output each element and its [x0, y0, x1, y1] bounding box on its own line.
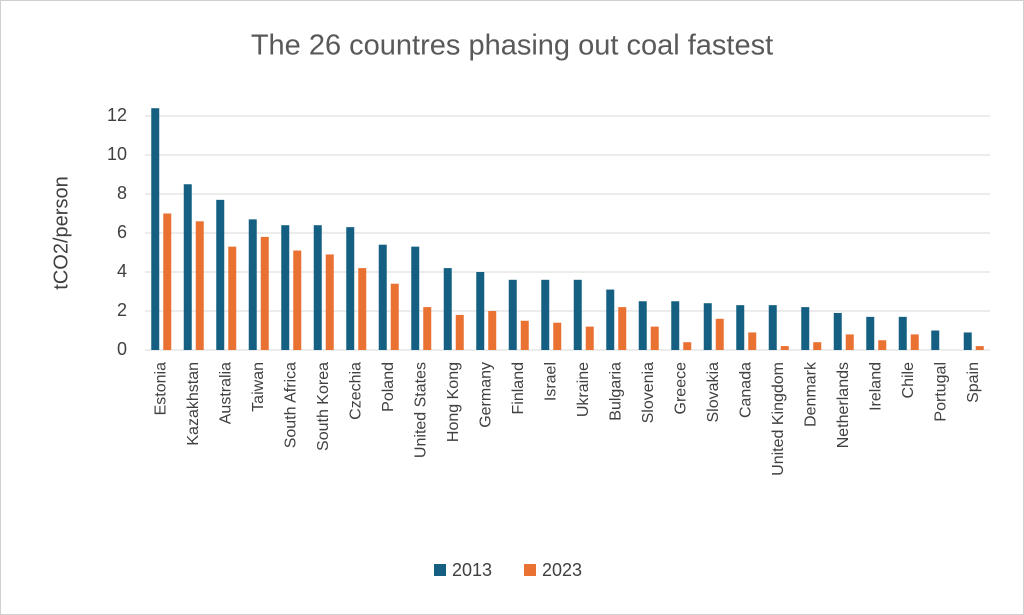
bar	[313, 225, 322, 350]
x-tick-label: Greece	[672, 362, 689, 415]
x-tick-label: Hong Kong	[445, 362, 462, 442]
x-tick-label: Kazakhstan	[185, 362, 202, 446]
bar	[833, 312, 842, 350]
bar	[671, 301, 680, 350]
bar	[975, 346, 984, 350]
bar	[878, 340, 887, 350]
x-tick-label: Ireland	[867, 362, 884, 411]
bar	[281, 225, 290, 350]
bar	[260, 236, 269, 350]
chart-title: The 26 countres phasing out coal fastest	[251, 30, 773, 62]
y-tick-label: 6	[117, 222, 127, 242]
y-tick-label: 8	[117, 183, 127, 203]
x-tick-label: Germany	[477, 362, 494, 428]
y-tick-label: 12	[107, 105, 127, 125]
x-tick-label: Portugal	[932, 362, 949, 422]
bar	[748, 332, 757, 350]
bar	[163, 213, 172, 350]
bar	[151, 108, 160, 350]
bar	[553, 322, 562, 350]
x-tick-label: Estonia	[152, 362, 169, 415]
bar	[963, 332, 972, 350]
bar	[248, 219, 257, 350]
x-tick-label: South Korea	[315, 362, 332, 451]
bar	[768, 305, 777, 350]
bar	[455, 314, 464, 350]
x-tick-label: Slovenia	[640, 362, 657, 423]
bar	[703, 303, 712, 350]
x-tick-label: Netherlands	[835, 362, 852, 448]
bar	[801, 307, 810, 350]
x-tick-label: Slovakia	[705, 362, 722, 423]
bar	[228, 246, 237, 350]
y-tick-label: 4	[117, 261, 127, 281]
bar	[585, 326, 594, 350]
bar	[866, 316, 875, 350]
bar	[216, 199, 225, 350]
bar	[390, 283, 399, 350]
bar	[508, 279, 517, 350]
bar	[736, 305, 745, 350]
bar	[346, 227, 355, 350]
bar	[845, 334, 854, 350]
bar	[443, 268, 452, 350]
bar	[638, 301, 647, 350]
bar	[650, 326, 659, 350]
bar	[606, 289, 615, 350]
legend-swatch	[524, 564, 536, 576]
y-axis-label: tCO2/person	[50, 176, 72, 289]
x-tick-label: Bulgaria	[607, 362, 624, 421]
legend-swatch	[434, 564, 446, 576]
x-tick-label: Ukraine	[575, 362, 592, 417]
bar	[931, 330, 940, 350]
x-tick-label: Taiwan	[250, 362, 267, 412]
x-tick-label: Canada	[737, 362, 754, 418]
bar	[715, 318, 724, 350]
x-tick-label: Chile	[900, 362, 917, 399]
x-tick-label: United Kingdom	[770, 362, 787, 476]
x-tick-label: South Africa	[282, 362, 299, 448]
y-tick-label: 10	[107, 144, 127, 164]
bar	[293, 250, 302, 350]
bar	[325, 254, 334, 350]
bar	[488, 311, 497, 350]
bar	[183, 184, 192, 350]
x-tick-label: Czechia	[347, 362, 364, 420]
bar	[476, 272, 485, 350]
bar	[520, 320, 529, 350]
x-tick-label: Spain	[965, 362, 982, 403]
x-tick-label: Australia	[217, 362, 234, 424]
bar	[780, 346, 789, 350]
y-tick-label: 0	[117, 339, 127, 359]
bar	[358, 268, 367, 350]
bar	[378, 244, 387, 350]
bar	[573, 279, 582, 350]
bar	[618, 307, 627, 350]
x-tick-label: Denmark	[802, 361, 819, 427]
bar	[541, 279, 550, 350]
x-tick-label: Finland	[510, 362, 527, 414]
x-tick-label: Poland	[380, 362, 397, 412]
bar	[411, 246, 420, 350]
bar	[813, 342, 822, 350]
bar	[910, 334, 919, 350]
y-tick-label: 2	[117, 300, 127, 320]
x-tick-label: United States	[412, 362, 429, 458]
bar	[195, 221, 204, 350]
bar	[423, 307, 432, 350]
x-tick-label: Israel	[542, 362, 559, 401]
bar	[683, 342, 692, 350]
legend-label: 2023	[542, 560, 582, 580]
legend-label: 2013	[452, 560, 492, 580]
bar	[898, 316, 907, 350]
